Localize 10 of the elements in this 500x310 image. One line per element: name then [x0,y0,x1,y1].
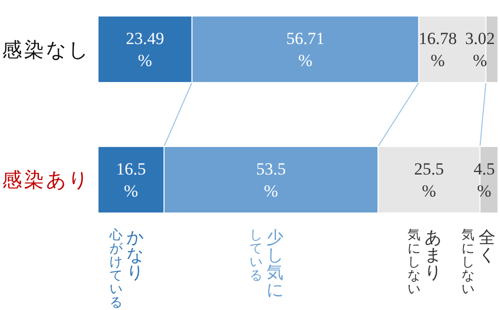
data-label: 25.5 % [414,160,444,201]
data-label: 56.71 % [286,29,325,70]
data-label: 4.5 % [474,160,495,201]
data-label: 16.5 % [116,160,146,201]
data-label: 53.5 % [256,160,286,201]
y-tick-label: 感染なし [2,39,90,62]
data-label: 16.78 % [418,29,457,70]
data-label: 23.49 % [126,29,164,70]
data-label: 3.02 % [465,29,495,70]
y-tick-label: 感染あり [2,170,90,192]
